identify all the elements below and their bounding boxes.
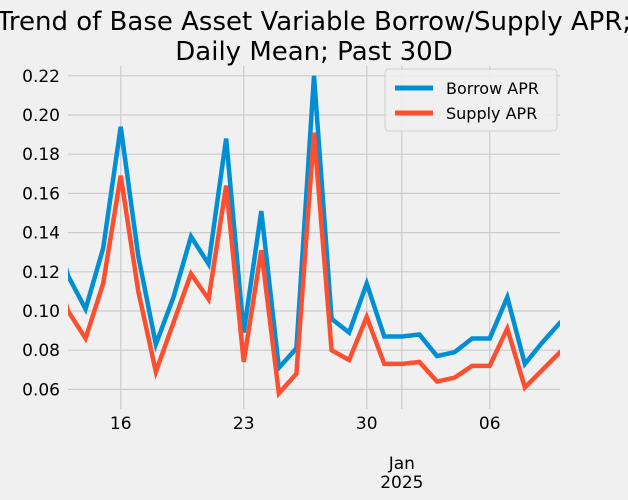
y-tick-label: 0.06 (22, 380, 60, 400)
series-line-supply-apr (68, 132, 560, 399)
grid-layer (68, 66, 560, 409)
legend-label-supply-apr: Supply APR (446, 104, 537, 123)
y-tick-label: 0.14 (22, 224, 60, 244)
y-tick-label: 0.20 (22, 106, 60, 126)
series-group (68, 75, 560, 399)
series-layer (68, 75, 560, 399)
y-tick-label: 0.12 (22, 263, 60, 283)
chart-title-line-1: Trend of Base Asset Variable Borrow/Supp… (0, 7, 628, 37)
legend-label-borrow-apr: Borrow APR (446, 79, 539, 98)
x-tick-label: 06 (479, 414, 501, 434)
x-tick-label: 30 (356, 414, 378, 434)
x-tick-label: 16 (110, 414, 132, 434)
y-tick-label: 0.10 (22, 302, 60, 322)
x-tick-label: 23 (233, 414, 255, 434)
chart-title-line-2: Daily Mean; Past 30D (175, 37, 452, 67)
y-tick-label: 0.16 (22, 184, 60, 204)
legend: Borrow APR Supply APR (384, 68, 558, 132)
x-tick-label-major: 2025 (380, 473, 423, 493)
y-tick-label: 0.18 (22, 145, 60, 165)
y-tick-label: 0.08 (22, 341, 60, 361)
y-tick-label: 0.22 (22, 67, 60, 87)
x-tick-label-major: Jan (388, 454, 415, 474)
series-line-borrow-apr (68, 75, 560, 374)
y-axis-ticks: 0.06 0.08 0.10 0.12 0.14 0.16 0.18 0.20 0.22 (22, 67, 60, 401)
